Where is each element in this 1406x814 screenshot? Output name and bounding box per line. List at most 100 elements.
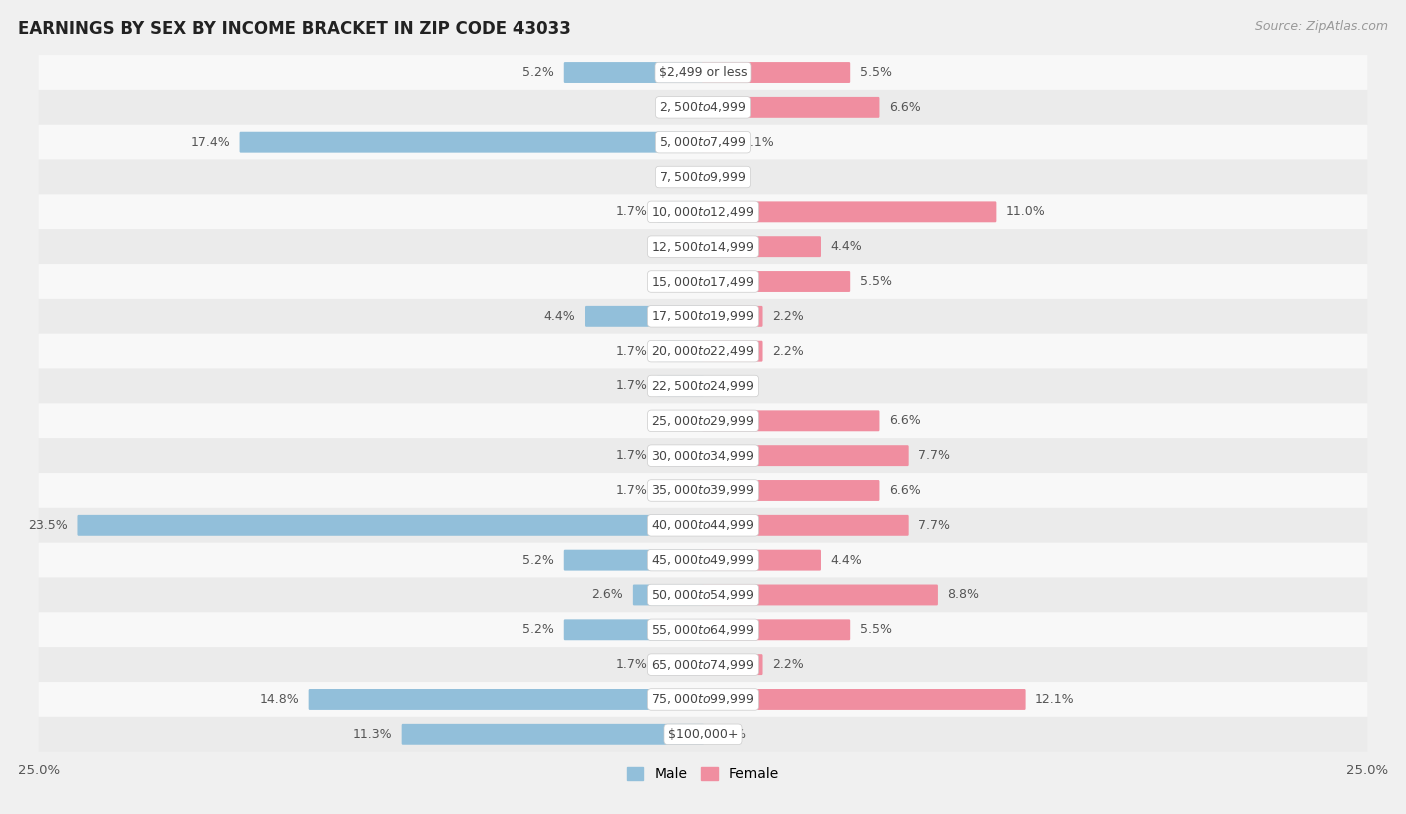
FancyBboxPatch shape — [39, 195, 1367, 230]
Text: 0.0%: 0.0% — [714, 170, 745, 183]
Text: $7,500 to $9,999: $7,500 to $9,999 — [659, 170, 747, 184]
Text: $55,000 to $64,999: $55,000 to $64,999 — [651, 623, 755, 637]
FancyBboxPatch shape — [564, 62, 704, 83]
Text: 5.5%: 5.5% — [860, 66, 891, 79]
Text: 6.6%: 6.6% — [889, 484, 921, 497]
Text: 11.0%: 11.0% — [1005, 205, 1046, 218]
FancyBboxPatch shape — [402, 724, 704, 745]
Text: 12.1%: 12.1% — [1035, 693, 1074, 706]
FancyBboxPatch shape — [702, 201, 997, 222]
Text: $22,500 to $24,999: $22,500 to $24,999 — [651, 379, 755, 393]
FancyBboxPatch shape — [702, 445, 908, 466]
Text: $75,000 to $99,999: $75,000 to $99,999 — [651, 693, 755, 707]
Text: 2.2%: 2.2% — [772, 344, 804, 357]
Text: 0.0%: 0.0% — [714, 379, 745, 392]
Text: 2.2%: 2.2% — [772, 659, 804, 671]
Text: $35,000 to $39,999: $35,000 to $39,999 — [651, 484, 755, 497]
FancyBboxPatch shape — [39, 543, 1367, 578]
Text: $45,000 to $49,999: $45,000 to $49,999 — [651, 554, 755, 567]
FancyBboxPatch shape — [702, 689, 1025, 710]
Text: 4.4%: 4.4% — [544, 310, 575, 323]
Text: 6.6%: 6.6% — [889, 101, 921, 114]
FancyBboxPatch shape — [39, 717, 1367, 751]
Text: 1.7%: 1.7% — [616, 344, 647, 357]
Text: 2.6%: 2.6% — [592, 589, 623, 602]
Text: $2,499 or less: $2,499 or less — [659, 66, 747, 79]
Text: $15,000 to $17,499: $15,000 to $17,499 — [651, 274, 755, 288]
Text: 1.7%: 1.7% — [616, 379, 647, 392]
Text: 11.3%: 11.3% — [353, 728, 392, 741]
Text: 5.5%: 5.5% — [860, 624, 891, 637]
FancyBboxPatch shape — [657, 375, 704, 396]
FancyBboxPatch shape — [702, 619, 851, 641]
Text: 5.2%: 5.2% — [522, 624, 554, 637]
Text: 0.0%: 0.0% — [661, 275, 692, 288]
Text: $100,000+: $100,000+ — [668, 728, 738, 741]
FancyBboxPatch shape — [564, 619, 704, 641]
Text: $30,000 to $34,999: $30,000 to $34,999 — [651, 449, 755, 462]
FancyBboxPatch shape — [702, 132, 734, 153]
Text: 1.7%: 1.7% — [616, 659, 647, 671]
Text: 0.0%: 0.0% — [661, 101, 692, 114]
FancyBboxPatch shape — [657, 480, 704, 501]
FancyBboxPatch shape — [39, 404, 1367, 438]
FancyBboxPatch shape — [702, 271, 851, 292]
Text: 4.4%: 4.4% — [831, 240, 862, 253]
Text: $25,000 to $29,999: $25,000 to $29,999 — [651, 414, 755, 428]
FancyBboxPatch shape — [657, 445, 704, 466]
Text: 5.2%: 5.2% — [522, 66, 554, 79]
Text: 1.7%: 1.7% — [616, 484, 647, 497]
FancyBboxPatch shape — [39, 578, 1367, 612]
Text: 7.7%: 7.7% — [918, 449, 950, 462]
FancyBboxPatch shape — [702, 236, 821, 257]
FancyBboxPatch shape — [39, 160, 1367, 195]
Text: 7.7%: 7.7% — [918, 519, 950, 532]
Text: 5.2%: 5.2% — [522, 554, 554, 567]
Text: 0.0%: 0.0% — [661, 170, 692, 183]
Text: $2,500 to $4,999: $2,500 to $4,999 — [659, 100, 747, 114]
Text: 1.7%: 1.7% — [616, 449, 647, 462]
Text: 0.0%: 0.0% — [661, 414, 692, 427]
FancyBboxPatch shape — [633, 584, 704, 606]
Text: $17,500 to $19,999: $17,500 to $19,999 — [651, 309, 755, 323]
FancyBboxPatch shape — [702, 515, 908, 536]
FancyBboxPatch shape — [702, 306, 762, 326]
Text: $40,000 to $44,999: $40,000 to $44,999 — [651, 519, 755, 532]
Legend: Male, Female: Male, Female — [621, 762, 785, 787]
FancyBboxPatch shape — [657, 341, 704, 361]
FancyBboxPatch shape — [39, 90, 1367, 125]
FancyBboxPatch shape — [702, 62, 851, 83]
FancyBboxPatch shape — [239, 132, 704, 153]
Text: 1.7%: 1.7% — [616, 205, 647, 218]
FancyBboxPatch shape — [39, 369, 1367, 404]
FancyBboxPatch shape — [39, 125, 1367, 160]
Text: 4.4%: 4.4% — [831, 554, 862, 567]
Text: 0.0%: 0.0% — [714, 728, 745, 741]
FancyBboxPatch shape — [657, 654, 704, 675]
FancyBboxPatch shape — [39, 299, 1367, 334]
Text: $5,000 to $7,499: $5,000 to $7,499 — [659, 135, 747, 149]
FancyBboxPatch shape — [39, 55, 1367, 90]
Text: 6.6%: 6.6% — [889, 414, 921, 427]
Text: $20,000 to $22,499: $20,000 to $22,499 — [651, 344, 755, 358]
Text: 8.8%: 8.8% — [948, 589, 980, 602]
Text: EARNINGS BY SEX BY INCOME BRACKET IN ZIP CODE 43033: EARNINGS BY SEX BY INCOME BRACKET IN ZIP… — [18, 20, 571, 38]
FancyBboxPatch shape — [39, 334, 1367, 369]
Text: $65,000 to $74,999: $65,000 to $74,999 — [651, 658, 755, 672]
FancyBboxPatch shape — [39, 473, 1367, 508]
FancyBboxPatch shape — [702, 654, 762, 675]
FancyBboxPatch shape — [702, 480, 879, 501]
FancyBboxPatch shape — [39, 612, 1367, 647]
FancyBboxPatch shape — [702, 549, 821, 571]
FancyBboxPatch shape — [39, 438, 1367, 473]
Text: 14.8%: 14.8% — [259, 693, 299, 706]
Text: 5.5%: 5.5% — [860, 275, 891, 288]
Text: 1.1%: 1.1% — [742, 136, 775, 149]
Text: $50,000 to $54,999: $50,000 to $54,999 — [651, 588, 755, 602]
FancyBboxPatch shape — [585, 306, 704, 326]
FancyBboxPatch shape — [39, 230, 1367, 264]
Text: 23.5%: 23.5% — [28, 519, 67, 532]
Text: 2.2%: 2.2% — [772, 310, 804, 323]
Text: Source: ZipAtlas.com: Source: ZipAtlas.com — [1254, 20, 1388, 33]
FancyBboxPatch shape — [39, 508, 1367, 543]
